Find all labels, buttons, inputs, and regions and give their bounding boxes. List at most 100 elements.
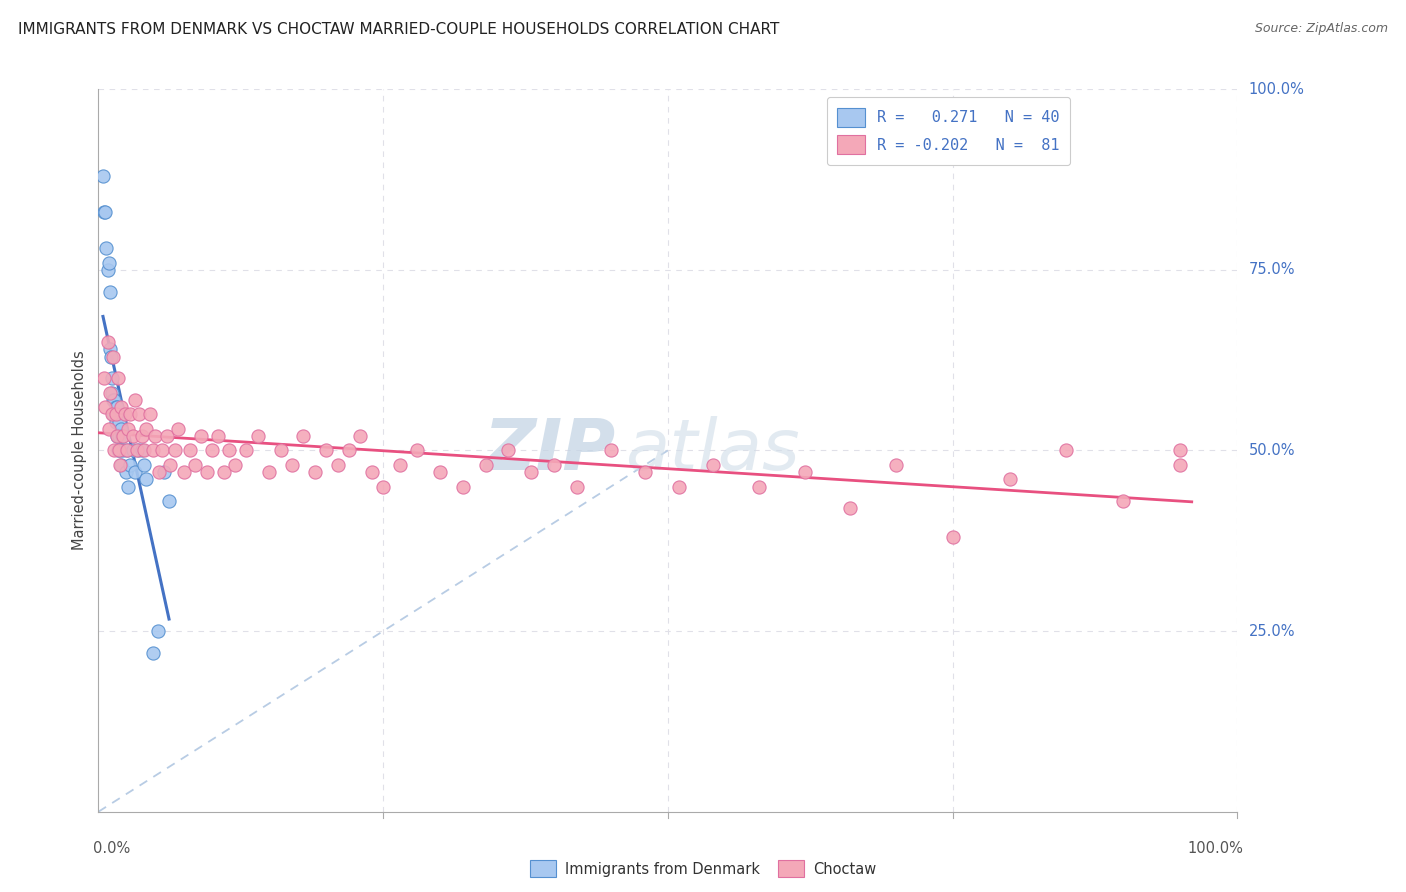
- Point: [371, 480, 394, 494]
- Point: [207, 429, 229, 443]
- Point: [281, 458, 304, 472]
- Text: 75.0%: 75.0%: [1249, 262, 1295, 277]
- Point: [108, 443, 131, 458]
- Point: [600, 443, 623, 458]
- Point: [127, 443, 149, 458]
- Legend: R =   0.271   N = 40, R = -0.202   N =  81: R = 0.271 N = 40, R = -0.202 N = 81: [827, 97, 1070, 165]
- Point: [112, 429, 135, 443]
- Point: [131, 443, 153, 458]
- Point: [112, 443, 135, 458]
- Point: [110, 422, 132, 436]
- Point: [1112, 494, 1135, 508]
- Point: [793, 465, 815, 479]
- Point: [114, 465, 136, 479]
- Point: [103, 350, 125, 364]
- Point: [108, 458, 131, 472]
- Point: [406, 443, 429, 458]
- Point: [1170, 443, 1192, 458]
- Point: [115, 443, 138, 458]
- Point: [98, 385, 121, 400]
- Point: [429, 465, 451, 479]
- Text: ZIP: ZIP: [484, 416, 617, 485]
- Point: [96, 241, 118, 255]
- Point: [190, 429, 212, 443]
- Point: [156, 429, 179, 443]
- Text: 50.0%: 50.0%: [1249, 443, 1295, 458]
- Text: Source: ZipAtlas.com: Source: ZipAtlas.com: [1254, 22, 1388, 36]
- Point: [105, 400, 128, 414]
- Point: [98, 343, 121, 357]
- Text: 25.0%: 25.0%: [1249, 624, 1295, 639]
- Point: [104, 400, 127, 414]
- Point: [150, 443, 173, 458]
- Point: [146, 624, 169, 639]
- Point: [349, 429, 371, 443]
- Point: [103, 392, 125, 407]
- Point: [121, 443, 143, 458]
- Point: [702, 458, 724, 472]
- Point: [337, 443, 360, 458]
- Point: [148, 465, 170, 479]
- Point: [107, 371, 129, 385]
- Point: [132, 443, 155, 458]
- Point: [138, 407, 160, 421]
- Point: [498, 443, 520, 458]
- Point: [108, 415, 131, 429]
- Point: [104, 407, 127, 421]
- Point: [131, 429, 153, 443]
- Point: [91, 169, 114, 183]
- Point: [117, 422, 139, 436]
- Point: [173, 465, 195, 479]
- Point: [212, 465, 235, 479]
- Point: [942, 530, 965, 544]
- Point: [128, 407, 150, 421]
- Point: [565, 480, 588, 494]
- Point: [153, 465, 176, 479]
- Point: [135, 422, 157, 436]
- Point: [117, 480, 139, 494]
- Point: [93, 371, 115, 385]
- Point: [235, 443, 257, 458]
- Point: [998, 472, 1021, 486]
- Point: [270, 443, 292, 458]
- Text: 0.0%: 0.0%: [93, 840, 129, 855]
- Point: [142, 646, 165, 660]
- Point: [304, 465, 326, 479]
- Point: [96, 262, 118, 277]
- Point: [326, 458, 349, 472]
- Point: [107, 443, 129, 458]
- Point: [668, 480, 690, 494]
- Point: [224, 458, 246, 472]
- Point: [884, 458, 907, 472]
- Point: [111, 429, 134, 443]
- Point: [360, 465, 382, 479]
- Point: [520, 465, 543, 479]
- Point: [97, 422, 120, 436]
- Point: [110, 400, 132, 414]
- Point: [100, 350, 122, 364]
- Point: [163, 443, 186, 458]
- Point: [157, 494, 180, 508]
- Point: [451, 480, 474, 494]
- Point: [103, 392, 125, 407]
- Point: [839, 501, 862, 516]
- Point: [135, 472, 157, 486]
- Point: [124, 392, 146, 407]
- Point: [96, 334, 118, 349]
- Point: [748, 480, 770, 494]
- Point: [634, 465, 657, 479]
- Point: [474, 458, 496, 472]
- Point: [94, 205, 117, 219]
- Point: [101, 371, 124, 385]
- Point: [124, 465, 146, 479]
- Point: [101, 385, 124, 400]
- Point: [259, 465, 281, 479]
- Point: [167, 422, 190, 436]
- Point: [132, 458, 155, 472]
- Point: [105, 429, 128, 443]
- Point: [201, 443, 224, 458]
- Point: [108, 443, 131, 458]
- Point: [121, 429, 143, 443]
- Legend: Immigrants from Denmark, Choctaw: Immigrants from Denmark, Choctaw: [524, 855, 882, 883]
- Point: [315, 443, 337, 458]
